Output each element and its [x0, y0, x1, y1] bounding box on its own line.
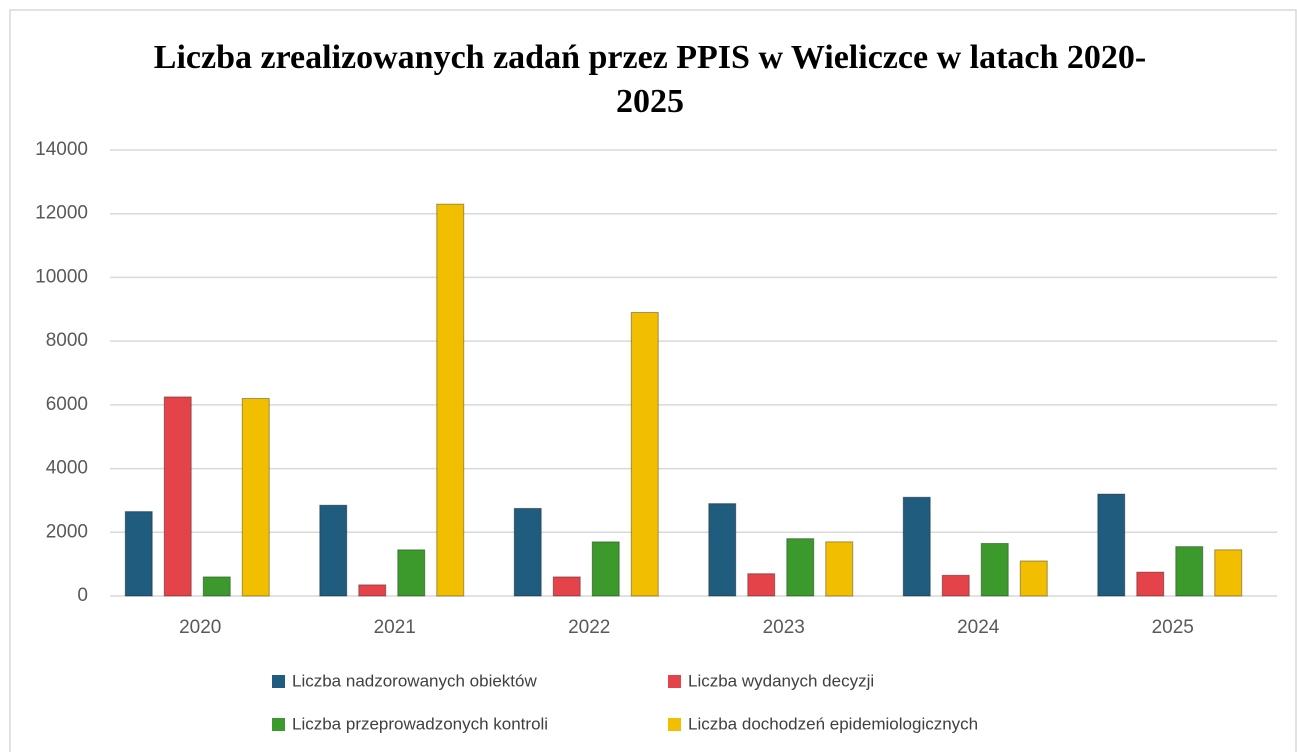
y-tick-label: 0	[77, 585, 88, 606]
legend-swatch	[272, 718, 285, 731]
bar	[825, 541, 854, 597]
bar	[902, 496, 931, 597]
bar	[786, 538, 815, 597]
legend-label: Liczba przeprowadzonych kontroli	[292, 714, 548, 733]
bar	[980, 542, 1009, 597]
x-tick-label: 2024	[957, 617, 1000, 638]
bar	[941, 574, 970, 597]
x-tick-label: 2023	[763, 617, 805, 638]
y-tick-label: 6000	[46, 394, 88, 415]
legend-swatch	[272, 675, 285, 688]
bar	[591, 541, 620, 597]
bar	[630, 311, 659, 597]
x-tick-label: 2020	[179, 617, 221, 638]
legend-label: Liczba dochodzeń epidemiologicznych	[688, 714, 978, 733]
bar	[319, 504, 348, 597]
bar	[241, 397, 270, 597]
bar	[708, 503, 737, 597]
legend-label: Liczba wydanych decyzji	[688, 671, 874, 690]
chart-title: Liczba zrealizowanych zadań przez PPIS w…	[153, 39, 1147, 120]
bar	[1097, 493, 1126, 597]
y-tick-label: 2000	[46, 521, 88, 542]
x-tick-label: 2025	[1152, 617, 1194, 638]
legend-label: Liczba nadzorowanych obiektów	[292, 671, 537, 690]
bar	[1214, 549, 1243, 597]
legend-swatch	[668, 718, 681, 731]
bar	[202, 576, 231, 597]
x-tick-label: 2021	[374, 617, 416, 638]
legend-swatch	[668, 675, 681, 688]
y-tick-label: 10000	[35, 266, 88, 287]
bar	[163, 396, 192, 597]
y-tick-label: 4000	[46, 458, 88, 479]
bar	[124, 511, 153, 597]
bar	[397, 549, 426, 597]
x-tick-label: 2022	[568, 617, 610, 638]
y-tick-label: 8000	[46, 330, 88, 351]
y-tick-label: 14000	[35, 139, 88, 160]
bar	[358, 584, 387, 597]
bar	[747, 573, 776, 597]
bar	[513, 507, 542, 597]
y-tick-label: 12000	[35, 203, 88, 224]
bar	[552, 576, 581, 597]
bar	[1019, 560, 1048, 597]
bar	[436, 203, 465, 597]
bar	[1136, 571, 1165, 597]
bar	[1175, 546, 1204, 597]
